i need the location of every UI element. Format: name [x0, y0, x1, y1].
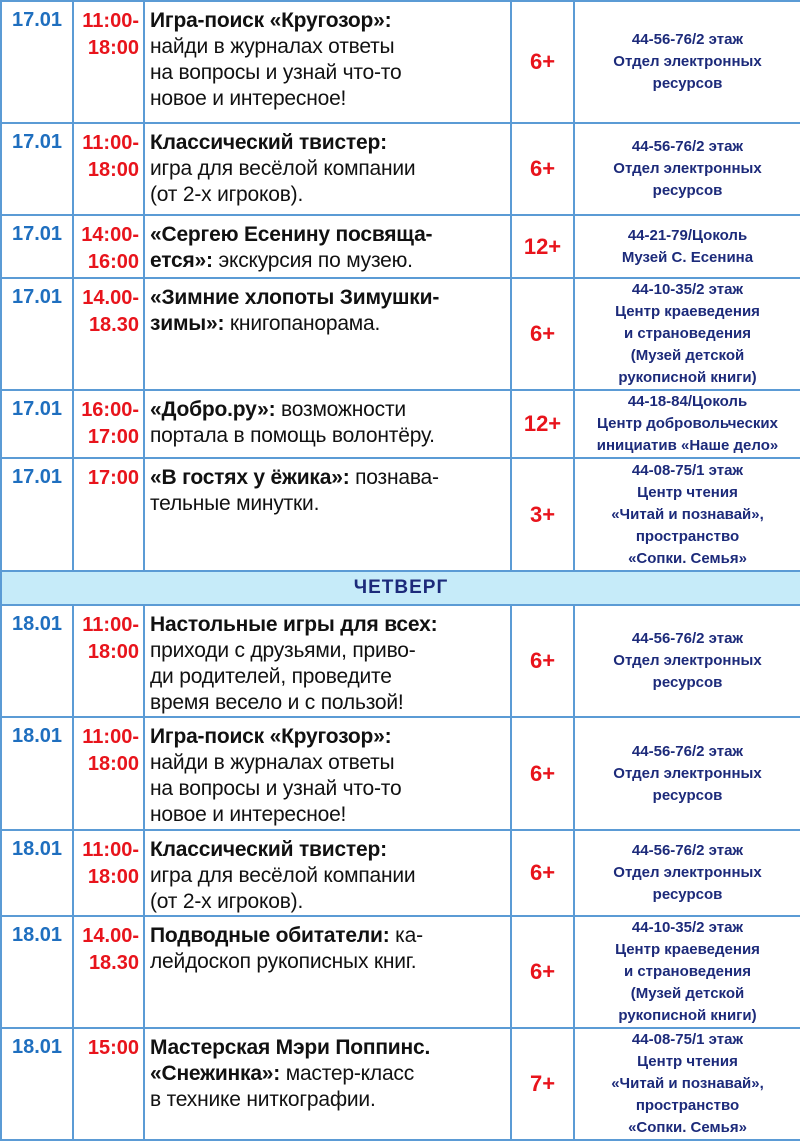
age-rating: 6+	[510, 829, 575, 917]
event-title-bold: «В гостях у ёжика»:	[150, 466, 350, 489]
event-row: 18.01 11:00- 18:00 Настольные игры для все…	[0, 604, 800, 718]
event-row: 18.01 11:00- 18:00 Классический твистер: и…	[0, 829, 800, 917]
day-header: ЧЕТВЕРГ	[0, 570, 800, 606]
event-location: 44-56-76/2 этаж Отдел электронных ресурс…	[573, 829, 800, 917]
age-rating: 3+	[510, 457, 575, 572]
event-description: экскурсия по музею.	[212, 249, 413, 272]
event-title: «В гостях у ёжика»: познава- тельные мин…	[143, 457, 512, 572]
event-row: 17.01 16:00- 17:00 «Добро.ру»: возможности…	[0, 389, 800, 459]
event-title: Подводные обитатели: ка- лейдоскоп рукоп…	[143, 915, 512, 1029]
event-location: 44-56-76/2 этаж Отдел электронных ресурс…	[573, 0, 800, 124]
event-time: 16:00- 17:00	[72, 389, 145, 459]
event-title-bold: «Зимние хлопоты Зимушки- зимы»:	[150, 286, 440, 335]
event-title: Игра-поиск «Кругозор»: найди в журналах …	[143, 716, 512, 831]
event-description: ка- лейдоскоп рукописных книг.	[150, 924, 423, 973]
event-time: 11:00- 18:00	[72, 716, 145, 831]
event-location: 44-21-79/Цоколь Музей С. Есенина	[573, 214, 800, 279]
event-date: 17.01	[0, 122, 74, 216]
event-title-bold: «Добро.ру»:	[150, 398, 276, 421]
event-description: книгопанорама.	[224, 312, 381, 335]
event-description: игра для весёлой компании (от 2-х игроко…	[150, 157, 416, 206]
event-date: 17.01	[0, 0, 74, 124]
event-time: 11:00- 18:00	[72, 122, 145, 216]
event-title-bold: Настольные игры для всех:	[150, 613, 438, 636]
event-date: 18.01	[0, 716, 74, 831]
age-rating: 6+	[510, 277, 575, 391]
event-title: Игра-поиск «Кругозор»: найди в журналах …	[143, 0, 512, 124]
event-row: 18.01 15:00 Мастерская Мэри Поппинс. «Снеж…	[0, 1027, 800, 1141]
event-time: 11:00- 18:00	[72, 829, 145, 917]
event-title-bold: Игра-поиск «Кругозор»:	[150, 9, 392, 32]
event-title: Мастерская Мэри Поппинс. «Снежинка»: мас…	[143, 1027, 512, 1141]
event-description: познава- тельные минутки.	[150, 466, 439, 515]
day-header-row: ЧЕТВЕРГ	[0, 570, 800, 606]
event-time: 11:00- 18:00	[72, 0, 145, 124]
age-rating: 6+	[510, 915, 575, 1029]
event-date: 18.01	[0, 915, 74, 1029]
event-description: приходи с друзьями, приво- ди родителей,…	[150, 639, 416, 714]
event-title: Классический твистер: игра для весёлой к…	[143, 122, 512, 216]
event-title: «Зимние хлопоты Зимушки- зимы»: книгопан…	[143, 277, 512, 391]
event-row: 17.01 17:00 «В гостях у ёжика»: познава- т…	[0, 457, 800, 572]
event-time: 11:00- 18:00	[72, 604, 145, 718]
event-row: 17.01 14.00- 18.30 «Зимние хлопоты Зимушки…	[0, 277, 800, 391]
age-rating: 7+	[510, 1027, 575, 1141]
age-rating: 6+	[510, 0, 575, 124]
event-date: 18.01	[0, 1027, 74, 1141]
event-location: 44-08-75/1 этаж Центр чтения «Читай и по…	[573, 457, 800, 572]
event-title-bold: Игра-поиск «Кругозор»:	[150, 725, 392, 748]
event-row: 18.01 11:00- 18:00 Игра-поиск «Кругозор»: …	[0, 716, 800, 831]
event-row: 18.01 14.00- 18.30 Подводные обитатели: ка…	[0, 915, 800, 1029]
event-time: 14.00- 18.30	[72, 915, 145, 1029]
event-location: 44-56-76/2 этаж Отдел электронных ресурс…	[573, 122, 800, 216]
event-location: 44-10-35/2 этаж Центр краеведения и стра…	[573, 915, 800, 1029]
event-description: игра для весёлой компании (от 2-х игроко…	[150, 864, 416, 913]
event-time: 14.00- 18.30	[72, 277, 145, 391]
event-date: 17.01	[0, 389, 74, 459]
event-row: 17.01 11:00- 18:00 Игра-поиск «Кругозор»: …	[0, 0, 800, 124]
event-title: «Добро.ру»: возможности портала в помощь…	[143, 389, 512, 459]
event-row: 17.01 11:00- 18:00 Классический твистер: и…	[0, 122, 800, 216]
age-rating: 12+	[510, 389, 575, 459]
event-title: «Сергею Есенину посвяща- ется»: экскурси…	[143, 214, 512, 279]
event-description: найди в журналах ответы на вопросы и узн…	[150, 35, 402, 110]
age-rating: 6+	[510, 716, 575, 831]
event-title-bold: Подводные обитатели:	[150, 924, 390, 947]
event-location: 44-56-76/2 этаж Отдел электронных ресурс…	[573, 604, 800, 718]
age-rating: 6+	[510, 604, 575, 718]
event-time: 14:00- 16:00	[72, 214, 145, 279]
event-title-bold: Мастерская Мэри Поппинс. «Снежинка»:	[150, 1036, 431, 1085]
event-location: 44-08-75/1 этаж Центр чтения «Читай и по…	[573, 1027, 800, 1141]
event-title: Настольные игры для всех: приходи с друз…	[143, 604, 512, 718]
event-date: 18.01	[0, 829, 74, 917]
event-title-bold: Классический твистер:	[150, 838, 387, 861]
event-date: 17.01	[0, 214, 74, 279]
event-description: возможности портала в помощь волонтёру.	[150, 398, 435, 447]
event-location: 44-18-84/Цоколь Центр добровольческих ин…	[573, 389, 800, 459]
event-location: 44-56-76/2 этаж Отдел электронных ресурс…	[573, 716, 800, 831]
age-rating: 12+	[510, 214, 575, 279]
event-date: 17.01	[0, 277, 74, 391]
age-rating: 6+	[510, 122, 575, 216]
event-description: найди в журналах ответы на вопросы и узн…	[150, 751, 402, 826]
event-time: 17:00	[72, 457, 145, 572]
event-title-bold: Классический твистер:	[150, 131, 387, 154]
event-time: 15:00	[72, 1027, 145, 1141]
event-row: 17.01 14:00- 16:00 «Сергею Есенину посвяща…	[0, 214, 800, 279]
event-date: 17.01	[0, 457, 74, 572]
event-title: Классический твистер: игра для весёлой к…	[143, 829, 512, 917]
event-description: мастер-класс в технике ниткографии.	[150, 1062, 415, 1111]
event-title-bold: «Сергею Есенину посвяща- ется»:	[150, 223, 433, 272]
event-date: 18.01	[0, 604, 74, 718]
event-location: 44-10-35/2 этаж Центр краеведения и стра…	[573, 277, 800, 391]
